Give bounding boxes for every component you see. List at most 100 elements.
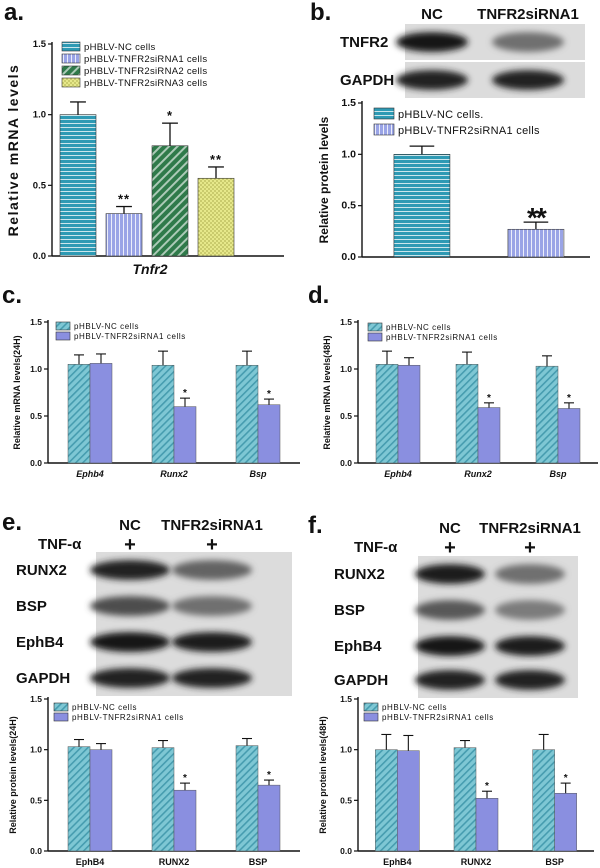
- y-tick-label: 0.0: [33, 251, 46, 262]
- western-blot-e: NC TNFR2siRNA1 TNF-α + + RUNX2 BSP EphB4 GAPDH: [16, 517, 292, 696]
- significance-mark: *: [487, 393, 491, 404]
- blot-band: [396, 32, 468, 52]
- x-category-label: RUNX2: [159, 857, 190, 867]
- treatment-label: TNF-α: [38, 536, 82, 553]
- bar: [375, 364, 399, 464]
- y-tick-label: 0.0: [340, 458, 352, 468]
- y-tick-label: 1.0: [30, 745, 42, 755]
- y-tick-label: 1.5: [33, 39, 47, 50]
- bar: [397, 750, 420, 852]
- western-blot-f: NC TNFR2siRNA1 TNF-α + + RUNX2 BSP EphB4 GAPDH: [334, 520, 581, 698]
- blot-band: [495, 670, 565, 690]
- bar: [173, 789, 197, 852]
- legend-swatch: [373, 123, 395, 136]
- y-tick-label: 1.0: [340, 745, 352, 755]
- bar: [105, 213, 143, 257]
- y-tick-label: 0.5: [340, 411, 352, 421]
- lane-header: TNFR2siRNA1: [161, 517, 263, 534]
- legend-label: pHBLV-TNFR2siRNA1 cells: [84, 54, 207, 65]
- blot-band: [172, 560, 252, 580]
- legend-swatch: [373, 107, 395, 120]
- blot-band: [90, 668, 170, 688]
- legend-swatch: [61, 41, 81, 52]
- bar: [257, 404, 281, 464]
- chart-b: 0.0 0.5 1.0 1.5 Relative protein levels pHBLV…: [317, 97, 590, 263]
- treatment-label: TNF-α: [354, 539, 398, 556]
- panel-label-c: c.: [2, 282, 22, 309]
- blot-band: [90, 596, 170, 616]
- y-tick-label: 0.5: [341, 200, 356, 212]
- legend-swatch: [61, 77, 81, 88]
- chart-a: 0.0 0.5 1.0 1.5 Relative mRNA levels pHBLV-NC…: [5, 39, 284, 277]
- significance-mark: *: [564, 773, 568, 784]
- legend-label: pHBLV-TNFR2siRNA1 cells: [382, 713, 494, 722]
- y-axis-label: Relative protein levels(48H): [318, 716, 328, 834]
- blot-band: [172, 596, 252, 616]
- significance-mark: *: [183, 773, 187, 784]
- legend-swatch: [61, 65, 81, 76]
- treatment-mark: +: [444, 537, 456, 559]
- lane-header: NC: [119, 517, 141, 534]
- x-category-label: RUNX2: [461, 857, 492, 867]
- legend-label: pHBLV-NC cells: [84, 42, 156, 53]
- y-tick-label: 1.0: [30, 364, 42, 374]
- y-tick-label: 0.5: [33, 180, 47, 191]
- y-tick-label: 0.0: [340, 846, 352, 856]
- blot-band: [415, 636, 485, 656]
- bar: [554, 792, 577, 852]
- blot-band: [492, 32, 564, 52]
- significance-mark: **: [118, 192, 130, 207]
- legend-swatch: [367, 332, 383, 342]
- blot-row-label: RUNX2: [334, 566, 385, 583]
- bar: [89, 749, 113, 852]
- blot-band: [415, 564, 485, 584]
- legend-label: pHBLV-NC cells.: [398, 109, 484, 121]
- x-category-label: BSP: [545, 857, 564, 867]
- significance-mark: *: [167, 108, 173, 123]
- blot-band: [495, 636, 565, 656]
- y-axis-label: Relative mRNA levels: [5, 64, 21, 237]
- bar: [455, 364, 479, 464]
- chart-f: 0.0 0.5 1.0 1.5 Relative protein levels(48H)…: [318, 694, 594, 867]
- y-axis-label: Relative mRNA levels(24H): [12, 335, 22, 449]
- x-axis-label: Tnfr2: [133, 261, 168, 277]
- blot-band: [495, 564, 565, 584]
- significance-mark: **: [210, 152, 222, 167]
- lane-header: NC: [439, 520, 461, 537]
- y-tick-label: 0.5: [340, 795, 352, 805]
- bar: [151, 145, 189, 257]
- y-tick-label: 1.5: [340, 317, 352, 327]
- panel-label-d: d.: [308, 282, 329, 309]
- bar: [151, 747, 175, 852]
- legend-label: pHBLV-TNFR2siRNA1 cells: [72, 713, 184, 722]
- blot-band: [492, 70, 564, 90]
- blot-row-label: TNFR2: [340, 34, 388, 51]
- legend-swatch: [53, 712, 69, 722]
- legend-swatch: [55, 321, 71, 331]
- legend-swatch: [55, 331, 71, 341]
- blot-band: [415, 600, 485, 620]
- y-tick-label: 1.5: [30, 694, 42, 704]
- y-tick-label: 1.0: [341, 148, 356, 160]
- bar: [151, 364, 175, 464]
- bar: [507, 228, 565, 258]
- blot-row-label: GAPDH: [334, 672, 388, 689]
- bar: [532, 749, 555, 852]
- panel-label-e: e.: [2, 509, 22, 536]
- bar: [397, 364, 421, 464]
- x-category-label: EphB4: [383, 857, 412, 867]
- chart-e: 0.0 0.5 1.0 1.5 Relative protein levels(24H)…: [8, 694, 300, 867]
- y-tick-label: 1.5: [340, 694, 352, 704]
- legend-label: pHBLV-NC cells: [74, 322, 139, 331]
- legend-swatch: [61, 53, 81, 64]
- significance-mark: *: [267, 770, 271, 781]
- legend-swatch: [363, 712, 379, 722]
- blot-row-label: GAPDH: [340, 72, 394, 89]
- x-category-label: Bsp: [249, 469, 267, 479]
- lane-header: TNFR2siRNA1: [479, 520, 581, 537]
- y-tick-label: 0.5: [30, 411, 42, 421]
- chart-d: 0.0 0.5 1.0 1.5 Relative mRNA levels(48H) pHB…: [322, 317, 598, 479]
- y-tick-label: 0.0: [30, 458, 42, 468]
- blot-row-label: EphB4: [334, 638, 382, 655]
- bar: [393, 154, 451, 258]
